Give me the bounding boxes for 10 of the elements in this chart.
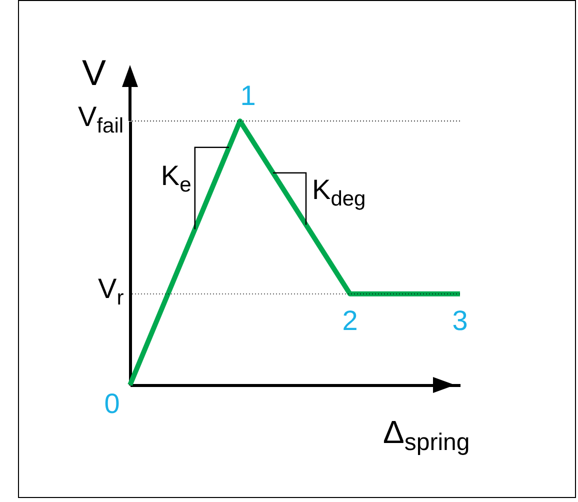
annotation: K$_{e}$ — [160, 160, 192, 196]
ref-line-label: V$_{r}$ — [98, 273, 124, 310]
annotation: 3 — [452, 304, 468, 336]
text: 0 — [104, 388, 120, 419]
x-axis-title: Δ$_{spring}$ — [383, 414, 470, 456]
annotation: 2 — [342, 304, 358, 336]
annotation: K$_{deg}$ — [312, 174, 366, 211]
ref-line-label: V$_{fail}$ — [78, 100, 124, 137]
y-axis-title: V — [82, 52, 106, 93]
text: 1 — [240, 80, 256, 111]
